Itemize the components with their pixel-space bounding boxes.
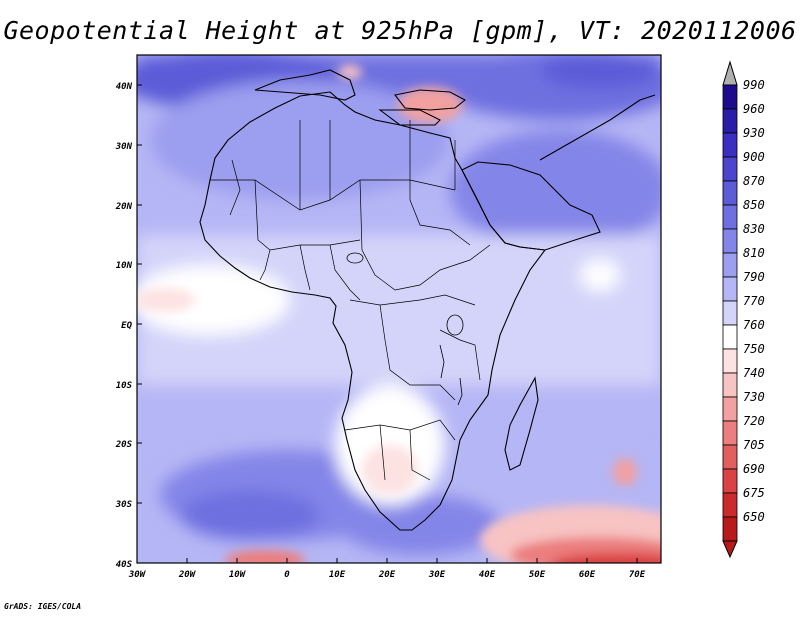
colorbar-label: 720 <box>743 414 765 428</box>
lon-label: 10W <box>229 570 247 580</box>
lat-label: 20S <box>115 440 133 450</box>
longitude-labels: 30W 20W 10W 0 10E 20E 30E 40E 50E 60E 70… <box>128 570 646 580</box>
colorbar-box <box>722 372 738 398</box>
country-borders <box>210 120 491 481</box>
lakes <box>346 252 464 406</box>
colorbar-label: 730 <box>743 390 765 404</box>
colorbar-box <box>722 228 738 254</box>
lon-label: 40E <box>479 570 496 580</box>
lon-label: 50E <box>529 570 546 580</box>
colorbar-label: 690 <box>743 462 765 476</box>
colorbar-label: 760 <box>743 318 765 332</box>
colorbar-label: 810 <box>743 246 765 260</box>
colorbar-label: 705 <box>743 438 765 452</box>
lon-label: 30W <box>128 570 147 580</box>
madagascar-outline <box>504 376 539 471</box>
lon-label: 20E <box>378 570 396 580</box>
map-title: Geopotential Height at 925hPa [gpm], VT:… <box>3 16 797 45</box>
colorbar-box <box>722 396 738 422</box>
anatolia-outline <box>394 89 466 111</box>
colorbar-label: 930 <box>743 126 765 140</box>
latitude-labels: 40N 30N 20N 10N EQ 10S 20S 30S 40S <box>115 82 133 570</box>
colorbar-box <box>722 516 738 542</box>
colorbar-box <box>722 468 738 494</box>
grads-credit: GrADS: IGES/COLA <box>4 602 82 611</box>
arabia-outline <box>461 161 601 251</box>
colorbar-box <box>722 252 738 278</box>
lon-label: 60E <box>579 570 596 580</box>
colorbar-box <box>722 300 738 326</box>
colorbar-label: 830 <box>743 222 765 236</box>
southern-europe-outline <box>254 69 356 101</box>
colorbar-labels: 990 960 930 900 870 850 830 810 790 770 760 750 740 7… <box>743 78 765 524</box>
colorbar-label: 870 <box>743 174 765 188</box>
latitude-axis <box>137 84 142 504</box>
lon-label: 10E <box>329 570 346 580</box>
colorbar-label: 790 <box>743 270 765 284</box>
colorbar-label: 850 <box>743 198 765 212</box>
colorbar-label: 740 <box>743 366 765 380</box>
colorbar-box <box>722 324 738 350</box>
colorbar-box <box>722 492 738 518</box>
lat-label: 20N <box>115 202 133 212</box>
colorbar-box <box>722 444 738 470</box>
colorbar-label: 750 <box>743 342 765 356</box>
colorbar-box <box>722 276 738 302</box>
colorbar-box <box>722 108 738 134</box>
longitude-axis <box>136 558 638 563</box>
lon-label: 70E <box>629 570 646 580</box>
colorbar-box <box>722 204 738 230</box>
colorbar-label: 675 <box>743 486 765 500</box>
lat-label: 30N <box>115 142 133 152</box>
colorbar-boxes <box>722 84 738 542</box>
lat-label: 40S <box>116 560 133 570</box>
colorbar-box <box>722 84 738 110</box>
colorbar-arrow-bottom <box>722 540 738 559</box>
colorbar-box <box>722 348 738 374</box>
coastlines <box>199 69 656 531</box>
lon-label: 0 <box>284 570 290 580</box>
lat-label: 40N <box>116 82 133 92</box>
colorbar-label: 650 <box>743 510 765 524</box>
colorbar-label: 990 <box>743 78 765 92</box>
colorbar-box <box>722 180 738 206</box>
lat-label: 10S <box>116 381 133 391</box>
lon-label: 30E <box>428 570 446 580</box>
colorbar-box <box>722 132 738 158</box>
iran-coast <box>539 94 656 161</box>
colorbar: 990 960 930 900 870 850 830 810 790 770 760 750 740 7… <box>722 60 765 559</box>
lon-label: 20W <box>178 570 197 580</box>
lat-label: 30S <box>115 500 133 510</box>
plot-frame <box>136 54 662 564</box>
colorbar-label: 960 <box>743 102 765 116</box>
low-height-anomalies <box>137 65 661 563</box>
plot-area <box>137 55 661 563</box>
colorbar-label: 770 <box>743 294 765 308</box>
colorbar-box <box>722 156 738 182</box>
lat-label: 10N <box>116 261 133 271</box>
colorbar-box <box>722 420 738 446</box>
colorbar-arrow-top <box>722 60 738 86</box>
colorbar-label: 900 <box>743 150 765 164</box>
lat-label: EQ <box>121 321 132 331</box>
